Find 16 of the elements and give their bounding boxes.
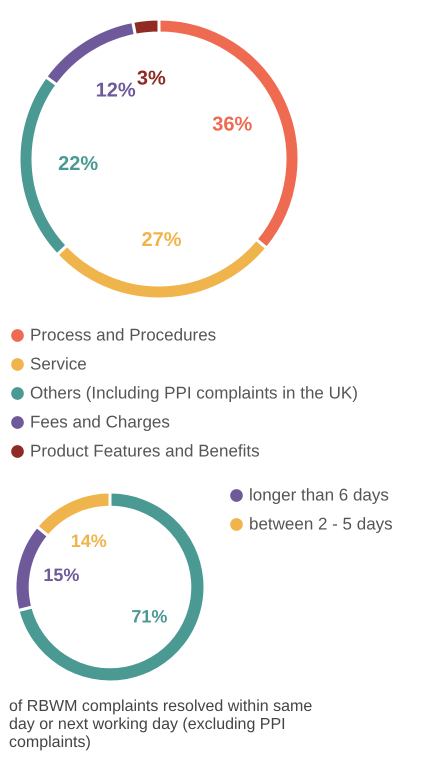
legend-label: Fees and Charges [30,412,170,432]
data-label: 71% [131,606,168,627]
data-label: 12% [96,80,136,102]
data-label: 22% [58,153,98,176]
data-label: 36% [212,114,253,136]
data-label: 27% [142,228,182,251]
legend-label: Others (Including PPI complaints in the UK) [30,384,358,402]
legend-label: between 2 - 5 days [249,514,393,534]
text: of RBWM complaints resolved within same day or next working day (excluding PPI complaints) [9,698,312,751]
legend-label: Process and Procedures [30,326,216,344]
data-label: 14% [70,530,107,551]
data-label: 15% [43,565,80,586]
legend-label: Product Features and Benefits [30,442,260,460]
legend-label: longer than 6 days [249,486,389,504]
legend-label: Service [30,354,87,374]
data-label: 3% [136,67,166,90]
